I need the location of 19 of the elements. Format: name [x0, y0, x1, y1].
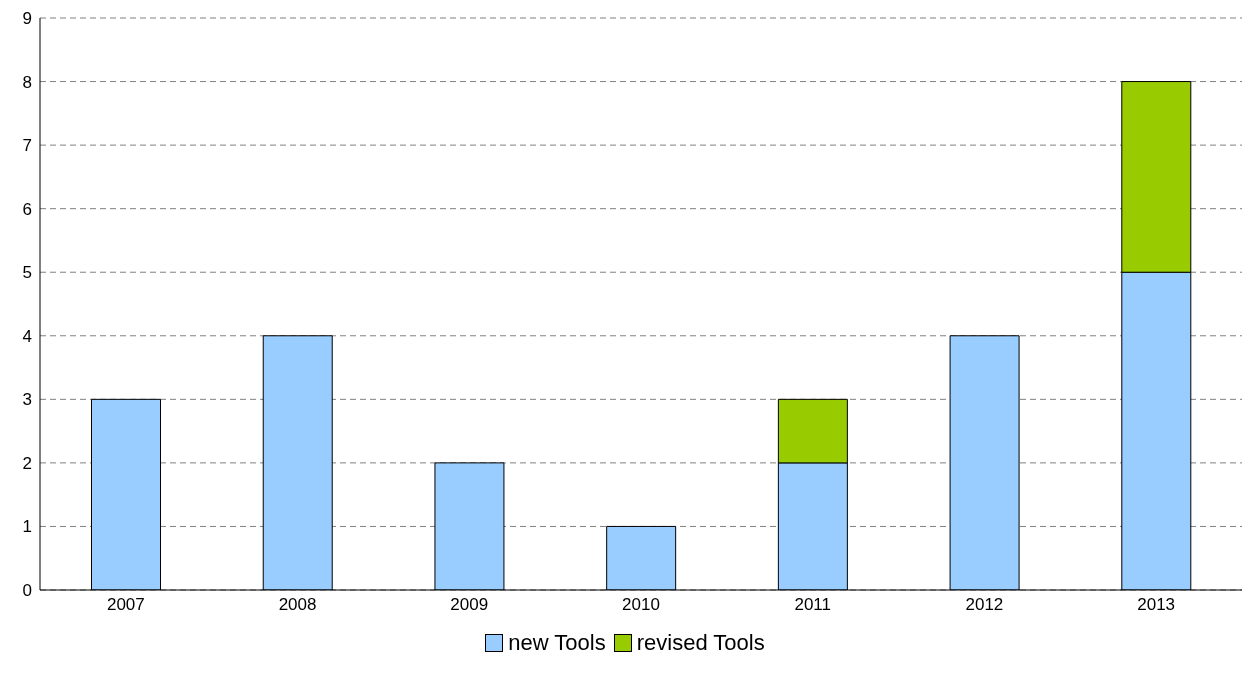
x-tick-label: 2010 [622, 595, 660, 615]
x-tick-label: 2007 [106, 595, 145, 615]
legend-label: revised Tools [636, 630, 765, 656]
x-tick-label: 2009 [450, 595, 489, 615]
x-tick-label: 2013 [1137, 595, 1176, 615]
y-tick-label: 1 [22, 517, 32, 537]
y-tick-label: 5 [22, 263, 32, 283]
y-tick-label: 6 [22, 199, 32, 219]
y-tick-label: 8 [22, 72, 32, 92]
y-tick-label: 9 [22, 9, 32, 29]
y-tick-label: 7 [22, 136, 32, 156]
y-tick-label: 4 [22, 326, 32, 346]
y-tick-label: 0 [22, 581, 32, 601]
x-tick-label: 2011 [794, 595, 831, 615]
y-tick-label: 3 [22, 390, 32, 410]
legend-label: new Tools [508, 630, 606, 656]
x-tick-label: 2012 [965, 595, 1004, 615]
x-tick-label: 2008 [278, 595, 317, 615]
y-tick-label: 2 [22, 453, 32, 473]
